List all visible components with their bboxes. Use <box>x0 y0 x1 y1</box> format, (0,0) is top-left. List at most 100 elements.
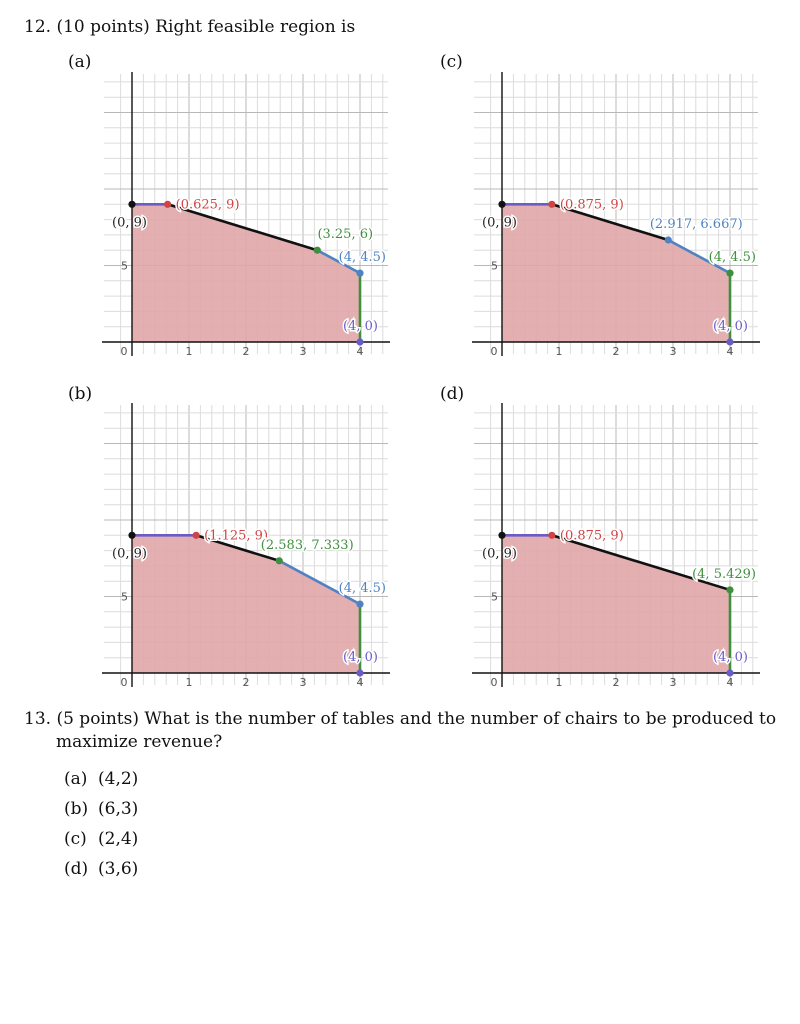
x-tick-label: 4 <box>727 345 734 358</box>
x-tick-label: 2 <box>243 676 250 689</box>
vertex-label: (0.625, 9) <box>176 197 240 212</box>
choice-a[interactable]: (a) (4,2) <box>64 764 138 794</box>
boundary-segment <box>551 203 669 242</box>
feasible-region-chart-c: 0 1 2 3 4 5 (0, 9) (0.875, 9) (2.917, 6.667) (4, … <box>472 72 760 358</box>
y-tick-label: 5 <box>121 591 128 604</box>
vertex-point <box>726 338 734 346</box>
question-text: (10 points) Right feasible region is <box>56 17 356 37</box>
y-tick-label: 5 <box>121 260 128 273</box>
vertex-point <box>726 269 734 277</box>
answer-choices: (a) (4,2) (b) (6,3) (c) (2,4) (d) (3,6) <box>64 764 138 884</box>
x-tick-label: 1 <box>186 345 193 358</box>
vertex-point <box>356 269 364 277</box>
x-tick-label: 1 <box>556 676 563 689</box>
question-text-line1: (5 points) What is the number of tables … <box>56 709 777 729</box>
vertex-label: (3.25, 6) <box>317 227 373 242</box>
choice-value: (2,4) <box>98 829 139 849</box>
vertex-label: (1.125, 9) <box>204 528 268 543</box>
question-13-line2: maximize revenue? <box>56 732 223 752</box>
vertex-point <box>498 531 506 539</box>
feasible-region <box>502 535 730 673</box>
vertex-point <box>356 600 364 608</box>
vertex-point <box>356 338 364 346</box>
vertex-point <box>548 200 556 208</box>
vertex-label: (4, 4.5) <box>339 581 386 596</box>
vertex-point <box>164 200 172 208</box>
choice-d[interactable]: (d) (3,6) <box>64 854 138 884</box>
choice-label: (c) <box>64 829 87 849</box>
vertex-label: (4, 4.5) <box>339 250 386 265</box>
x-tick-label: 2 <box>243 345 250 358</box>
choice-value: (6,3) <box>98 799 139 819</box>
choice-value: (4,2) <box>98 769 139 789</box>
x-tick-label: 4 <box>357 345 364 358</box>
vertex-point <box>726 586 734 594</box>
vertex-label: (0, 9) <box>112 546 147 561</box>
vertex-point <box>275 557 283 565</box>
choice-b[interactable]: (b) (6,3) <box>64 794 138 824</box>
panel-label-a: (a) <box>68 52 92 72</box>
x-tick-label: 4 <box>727 676 734 689</box>
feasible-region-chart-b: 0 1 2 3 4 5 (0, 9) (1.125, 9)(2.583, 7.333) (4, … <box>102 403 390 689</box>
vertex-point <box>548 531 556 539</box>
y-tick-label: 5 <box>491 260 498 273</box>
vertex-point <box>128 531 136 539</box>
x-tick-label: 1 <box>556 345 563 358</box>
vertex-point <box>192 531 200 539</box>
vertex-label: (0.875, 9) <box>560 197 624 212</box>
vertex-label: (4, 0) <box>343 650 378 665</box>
x-tick-label: 3 <box>670 345 677 358</box>
vertex-label: (4, 5.429) <box>692 567 756 582</box>
feasible-region-chart-a: 0 1 2 3 4 5 (0, 9) (0.625, 9) (3.25, 6) (4, 4.5) (… <box>102 72 390 358</box>
feasible-region-chart-d: 0 1 2 3 4 5 (0, 9) (0.875, 9) (4, 5.429) (4, 0) <box>472 403 760 689</box>
x-tick-label: 2 <box>613 345 620 358</box>
boundary-segment <box>278 559 361 606</box>
choice-label: (a) <box>64 769 88 789</box>
x-tick-label: 3 <box>300 676 307 689</box>
vertex-label: (0, 9) <box>482 215 517 230</box>
question-13: 13. (5 points) What is the number of tab… <box>24 708 776 730</box>
vertex-label: (0, 9) <box>482 546 517 561</box>
vertex-label: (0, 9) <box>112 215 147 230</box>
feasible-region <box>502 204 730 342</box>
x-tick-label: 0 <box>491 345 498 358</box>
vertex-label: (2.917, 6.667) <box>650 217 743 232</box>
question-number: 12. <box>24 17 52 37</box>
vertex-point <box>664 236 672 244</box>
boundary-segment <box>551 534 731 592</box>
x-tick-label: 0 <box>121 676 128 689</box>
boundary-segment <box>316 249 361 275</box>
choice-value: (3,6) <box>98 859 139 879</box>
vertex-label: (4, 4.5) <box>709 250 756 265</box>
x-tick-label: 4 <box>357 676 364 689</box>
choice-label: (d) <box>64 859 89 879</box>
x-tick-label: 2 <box>613 676 620 689</box>
feasible-region <box>132 204 360 342</box>
vertex-point <box>128 200 136 208</box>
vertex-point <box>356 669 364 677</box>
y-tick-label: 5 <box>491 591 498 604</box>
choice-label: (b) <box>64 799 89 819</box>
boundary-segment <box>195 534 280 563</box>
vertex-label: (4, 0) <box>343 319 378 334</box>
panel-label-c: (c) <box>440 52 463 72</box>
boundary-segment <box>667 238 731 275</box>
vertex-point <box>313 246 321 254</box>
vertex-label: (4, 0) <box>713 650 748 665</box>
question-number: 13. <box>24 709 52 729</box>
vertex-point <box>498 200 506 208</box>
x-tick-label: 0 <box>121 345 128 358</box>
x-tick-label: 3 <box>670 676 677 689</box>
vertex-label: (2.583, 7.333) <box>261 538 354 553</box>
x-tick-label: 3 <box>300 345 307 358</box>
choice-c[interactable]: (c) (2,4) <box>64 824 138 854</box>
vertex-point <box>726 669 734 677</box>
question-12: 12. (10 points) Right feasible region is <box>24 16 355 38</box>
x-tick-label: 1 <box>186 676 193 689</box>
vertex-label: (4, 0) <box>713 319 748 334</box>
vertex-label: (0.875, 9) <box>560 528 624 543</box>
panel-label-d: (d) <box>440 384 465 404</box>
boundary-segment <box>167 203 318 252</box>
panel-label-b: (b) <box>68 384 93 404</box>
x-tick-label: 0 <box>491 676 498 689</box>
